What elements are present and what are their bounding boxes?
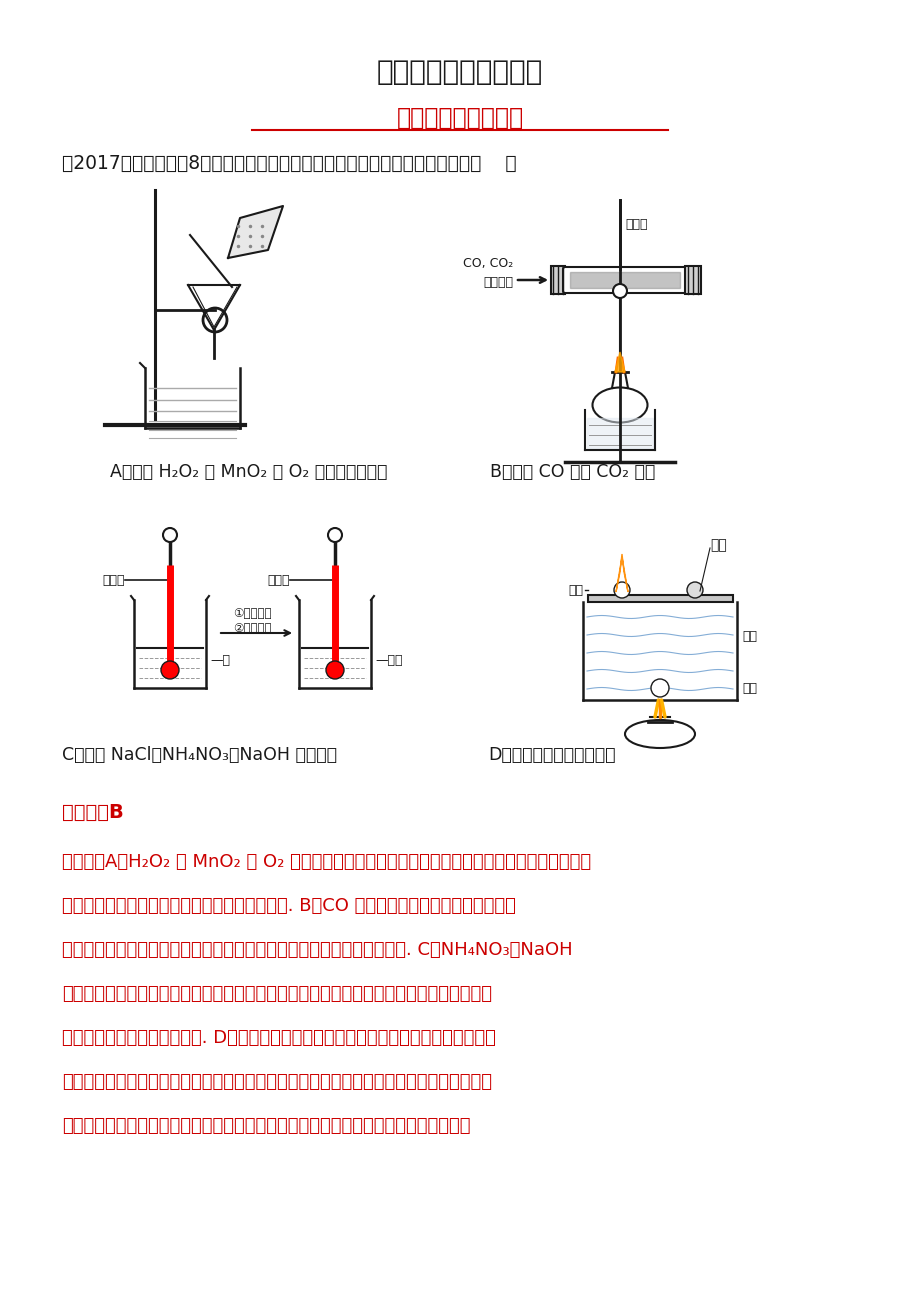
Circle shape (651, 680, 668, 697)
Text: ②迅速测量: ②迅速测量 (233, 622, 271, 635)
Circle shape (325, 661, 344, 680)
Polygon shape (228, 206, 283, 258)
Circle shape (686, 582, 702, 598)
FancyBboxPatch shape (684, 266, 700, 294)
Text: —溶液: —溶液 (375, 654, 403, 667)
Text: 混合气体: 混合气体 (482, 276, 513, 289)
Text: 温度计: 温度计 (102, 573, 125, 586)
Circle shape (612, 284, 627, 298)
FancyBboxPatch shape (562, 267, 686, 293)
Text: 【解析】A、H₂O₂ 和 MnO₂ 制 O₂ 后的固液混合物是水和二氧化锰的混合物，二氧化锰难溶于水，: 【解析】A、H₂O₂ 和 MnO₂ 制 O₂ 后的固液混合物是水和二氧化锰的混合… (62, 853, 591, 871)
Text: —水: —水 (210, 654, 230, 667)
Circle shape (161, 661, 179, 680)
Text: C．区分 NaCl、NH₄NO₃、NaOH 三种固体: C．区分 NaCl、NH₄NO₃、NaOH 三种固体 (62, 746, 336, 764)
Text: 溶于水分别吸热、放热，使溶液的温度分别降低、升高，氯化钠溶于水温度几乎无变化，可: 溶于水分别吸热、放热，使溶液的温度分别降低、升高，氯化钠溶于水温度几乎无变化，可 (62, 986, 492, 1003)
Text: 热水: 热水 (742, 630, 756, 643)
Ellipse shape (592, 388, 647, 423)
Text: 薄铜片上的白磷能与氧气接触，温度能达到着火点，水中的白磷不能与氧气接触，红磷温度: 薄铜片上的白磷能与氧气接触，温度能达到着火点，水中的白磷不能与氧气接触，红磷温度 (62, 1073, 492, 1091)
Text: 【答案】B: 【答案】B (62, 802, 124, 822)
Polygon shape (586, 418, 652, 448)
Text: A．分离 H₂O₂ 和 MnO₂ 制 O₂ 后的固液混合物: A．分离 H₂O₂ 和 MnO₂ 制 O₂ 后的固液混合物 (110, 464, 387, 480)
Text: 白磷: 白磷 (567, 583, 583, 596)
Text: ①分别溶解: ①分别溶解 (233, 607, 271, 620)
Bar (587, 595, 732, 602)
Text: 温度计: 温度计 (267, 573, 289, 586)
Text: 新编中考化学复习资料: 新编中考化学复习资料 (377, 59, 542, 86)
Text: 氧化铜: 氧化铜 (624, 219, 647, 232)
Text: 氧化碳，反而会把原物质除去，不符合除杂原则，故选项实验设计不合理. C、NH₄NO₃、NaOH: 氧化碳，反而会把原物质除去，不符合除杂原则，故选项实验设计不合理. C、NH₄N… (62, 941, 572, 960)
Circle shape (163, 529, 176, 542)
Text: 实验设计与探究实验: 实验设计与探究实验 (396, 105, 523, 130)
Text: B．除去 CO 中的 CO₂ 气体: B．除去 CO 中的 CO₂ 气体 (490, 464, 654, 480)
Polygon shape (616, 553, 628, 592)
Ellipse shape (624, 720, 694, 749)
Circle shape (328, 529, 342, 542)
Text: CO, CO₂: CO, CO₂ (462, 258, 513, 271)
Polygon shape (570, 272, 679, 288)
Circle shape (613, 582, 630, 598)
Text: D．探究可燃物燃烧的条件: D．探究可燃物燃烧的条件 (487, 746, 615, 764)
Text: 红磷: 红磷 (709, 538, 726, 552)
Polygon shape (614, 352, 624, 372)
Text: 以鉴别，故选项实验设计合理. D、铜片的白磷燃烧，红磷不燃烧，水中的白磷不能燃烧，: 以鉴别，故选项实验设计合理. D、铜片的白磷燃烧，红磷不燃烧，水中的白磷不能燃烧… (62, 1029, 495, 1047)
FancyBboxPatch shape (550, 266, 564, 294)
Text: 【2017年深圳中考】8．为了达到相应的实验目的，下列实验设计不合理的是（    ）: 【2017年深圳中考】8．为了达到相应的实验目的，下列实验设计不合理的是（ ） (62, 154, 516, 172)
Text: 可用过滤的方法进行分离，故选项实验设计合理. B、CO 能与灼热的氧化铜反应生成铜和二: 可用过滤的方法进行分离，故选项实验设计合理. B、CO 能与灼热的氧化铜反应生成… (62, 897, 516, 915)
Text: 白磷: 白磷 (742, 681, 756, 694)
Text: 没有达到着火点；可得出燃烧需要与氧气接触，且温度达到着火点，故选项实验设计合: 没有达到着火点；可得出燃烧需要与氧气接触，且温度达到着火点，故选项实验设计合 (62, 1117, 470, 1135)
